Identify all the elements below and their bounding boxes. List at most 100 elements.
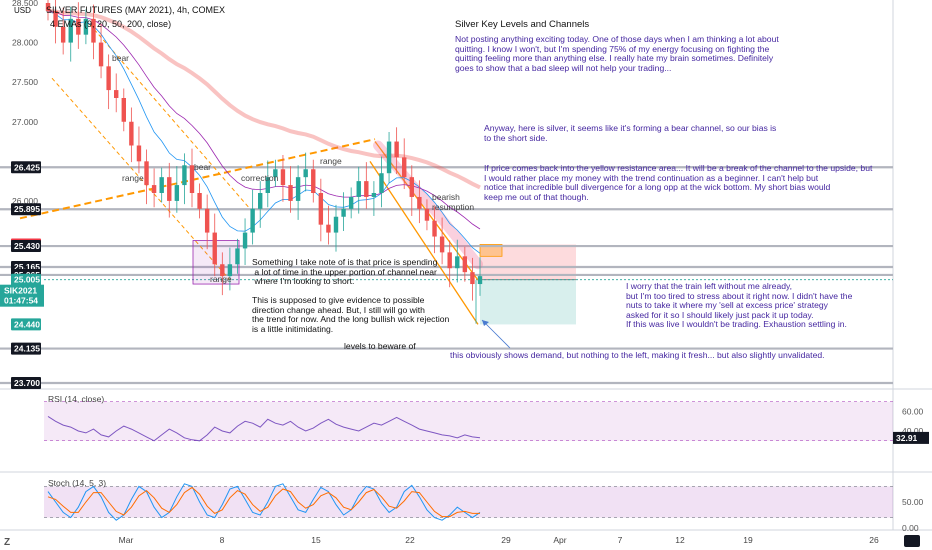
candle <box>341 192 346 231</box>
candle <box>45 0 51 21</box>
chart-label: resumption <box>432 202 474 212</box>
candle-body <box>394 141 399 158</box>
candle-body <box>159 177 164 193</box>
candle-body <box>98 42 104 67</box>
candle-body <box>235 248 240 265</box>
price-tag-bg <box>11 273 41 286</box>
x-tick-label: Apr <box>553 535 566 545</box>
y-tick-label: 28.000 <box>12 38 38 48</box>
candle <box>417 180 422 224</box>
candle <box>98 23 104 79</box>
candle-body <box>356 181 361 197</box>
candle <box>159 167 164 203</box>
channel-highlight <box>373 140 483 270</box>
price-tag-bg <box>11 377 41 389</box>
candle-body <box>45 3 51 11</box>
candle <box>106 54 111 110</box>
rsi-line <box>47 415 481 442</box>
take-profit-zone <box>480 279 576 325</box>
candle-body <box>417 196 422 209</box>
chart-label: range <box>320 156 342 166</box>
countdown-label: 01:47:54 <box>4 296 38 306</box>
candle <box>53 0 58 44</box>
price-tag <box>11 318 41 331</box>
candle-body <box>136 145 142 162</box>
rsi-value-label: 32.91 <box>896 433 918 443</box>
annotation-channel-note: Something I take note of is that price i… <box>252 257 438 287</box>
stoch-k-line <box>47 483 481 521</box>
candle-body <box>333 216 339 233</box>
zoom-icon[interactable]: Z <box>4 537 11 548</box>
candle-body <box>386 141 392 174</box>
candle-body <box>189 165 195 193</box>
price-tag-label: 25.165 <box>14 262 40 272</box>
candle <box>326 205 331 245</box>
x-tick-label: 29 <box>501 535 511 545</box>
candle-body <box>326 224 331 233</box>
candle-body <box>68 18 73 43</box>
candle <box>455 239 460 283</box>
candle <box>303 152 308 192</box>
price-tag-label: 25.005 <box>14 275 40 285</box>
y-tick-label: 28.500 <box>12 0 38 8</box>
stoch-d-line <box>47 486 480 518</box>
x-tick-label: 12 <box>675 535 685 545</box>
price-tag-label: 23.700 <box>14 378 40 388</box>
candle <box>68 6 73 62</box>
candle <box>167 162 172 218</box>
annotation-worry: I worry that the train left without me a… <box>626 281 853 330</box>
price-tag-label: 25.430 <box>14 241 40 251</box>
ema-legend[interactable]: 4 EMAs (9, 20, 50, 200, close) <box>50 19 172 29</box>
candle <box>212 213 217 277</box>
channel-lower-line <box>369 160 479 325</box>
candle <box>91 4 96 60</box>
annotation-levels: levels to beware of <box>344 341 416 351</box>
chart-label: bear <box>194 162 211 172</box>
price-tag-bg <box>11 203 41 216</box>
ema-50-line <box>47 8 481 190</box>
chart-label: bearish <box>432 192 460 202</box>
annotation-bias: Anyway, here is silver, it seems like it… <box>484 123 777 143</box>
candle <box>144 149 149 205</box>
candle-body <box>121 98 126 122</box>
annotation-direction: This is supposed to give evidence to pos… <box>252 295 450 334</box>
candle-body <box>432 220 437 237</box>
candle-body <box>242 232 248 249</box>
candle <box>379 156 384 208</box>
candle <box>136 126 142 174</box>
candle <box>318 178 324 242</box>
candle-body <box>477 276 483 285</box>
rsi-title: RSI (14, close) <box>48 394 104 404</box>
candle-body <box>212 232 217 265</box>
candle-body <box>60 26 66 43</box>
stoch-tick-label: 0.00 <box>902 523 919 533</box>
candle <box>386 132 392 183</box>
chart-label: range <box>122 173 144 183</box>
candle <box>348 187 354 219</box>
candle <box>76 2 81 49</box>
candle <box>356 166 361 214</box>
candle <box>189 148 195 208</box>
candle <box>432 206 437 254</box>
candle-body <box>151 185 157 193</box>
candle-body <box>402 157 407 178</box>
candle <box>288 166 293 213</box>
chart-label: bear <box>112 53 129 63</box>
candle-body <box>280 169 286 186</box>
candle <box>364 162 369 209</box>
candle <box>280 155 286 202</box>
price-tag-label: 25.895 <box>14 204 40 214</box>
rsi-band <box>44 401 893 441</box>
annotation-demand: this obviously shows demand, but nothing… <box>450 350 825 360</box>
price-tag <box>11 342 41 355</box>
tradingview-logo-icon[interactable] <box>904 535 920 547</box>
stop-loss-zone <box>480 244 576 280</box>
candle <box>151 168 157 208</box>
chart-label: correction <box>241 173 279 183</box>
candle-body <box>220 264 225 277</box>
price-tag-label: 26.425 <box>14 162 40 172</box>
candle-body <box>227 264 233 277</box>
candle <box>227 247 233 291</box>
price-tag-bg <box>11 342 41 355</box>
